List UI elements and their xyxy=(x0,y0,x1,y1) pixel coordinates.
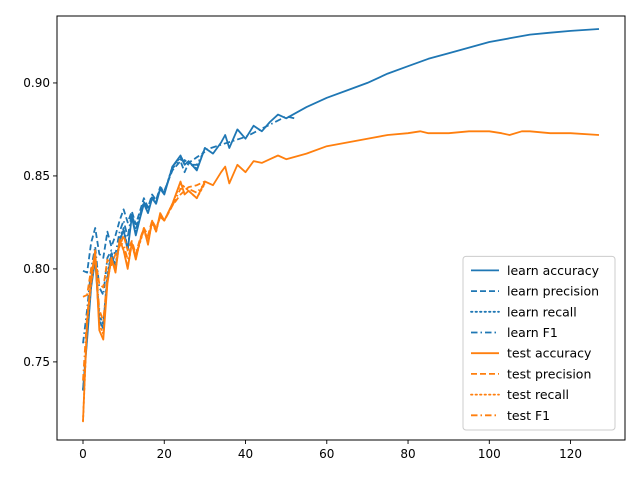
legend-label-test-accuracy: test accuracy xyxy=(507,346,592,361)
series-line-test-recall xyxy=(82,182,206,423)
series-line-learn-f1 xyxy=(82,115,295,344)
x-tick-label: 0 xyxy=(79,447,87,461)
x-axis: 0 20 40 60 80 100 120 xyxy=(79,440,582,461)
x-tick-label: 20 xyxy=(157,447,172,461)
legend-label-test-f1: test F1 xyxy=(507,408,550,423)
y-tick-label: 0.85 xyxy=(23,169,50,183)
x-tick-label: 120 xyxy=(559,447,582,461)
y-tick-label: 0.75 xyxy=(23,355,50,369)
legend-label-learn-f1: learn F1 xyxy=(507,325,558,340)
legend-label-learn-precision: learn precision xyxy=(507,284,599,299)
x-tick-label: 100 xyxy=(478,447,501,461)
legend-box xyxy=(462,255,616,431)
series-line-learn-precision xyxy=(82,151,206,274)
x-tick-label: 40 xyxy=(238,447,253,461)
legend-label-learn-accuracy: learn accuracy xyxy=(507,263,600,278)
series-line-test-f1 xyxy=(82,182,206,381)
legend-label-learn-recall: learn recall xyxy=(507,304,577,319)
legend-label-test-precision: test precision xyxy=(507,366,591,381)
axes-frame xyxy=(56,15,626,441)
x-tick-label: 60 xyxy=(319,447,334,461)
legend-label-test-recall: test recall xyxy=(507,387,569,402)
x-tick-label: 80 xyxy=(400,447,415,461)
series-line-learn-recall xyxy=(82,147,206,391)
series-layer xyxy=(82,28,600,423)
y-tick-label: 0.90 xyxy=(23,76,50,90)
y-tick-label: 0.80 xyxy=(23,262,50,276)
legend: learn accuracy learn precision learn recal… xyxy=(462,255,616,431)
y-axis: 0.75 0.80 0.85 0.90 xyxy=(23,76,57,369)
